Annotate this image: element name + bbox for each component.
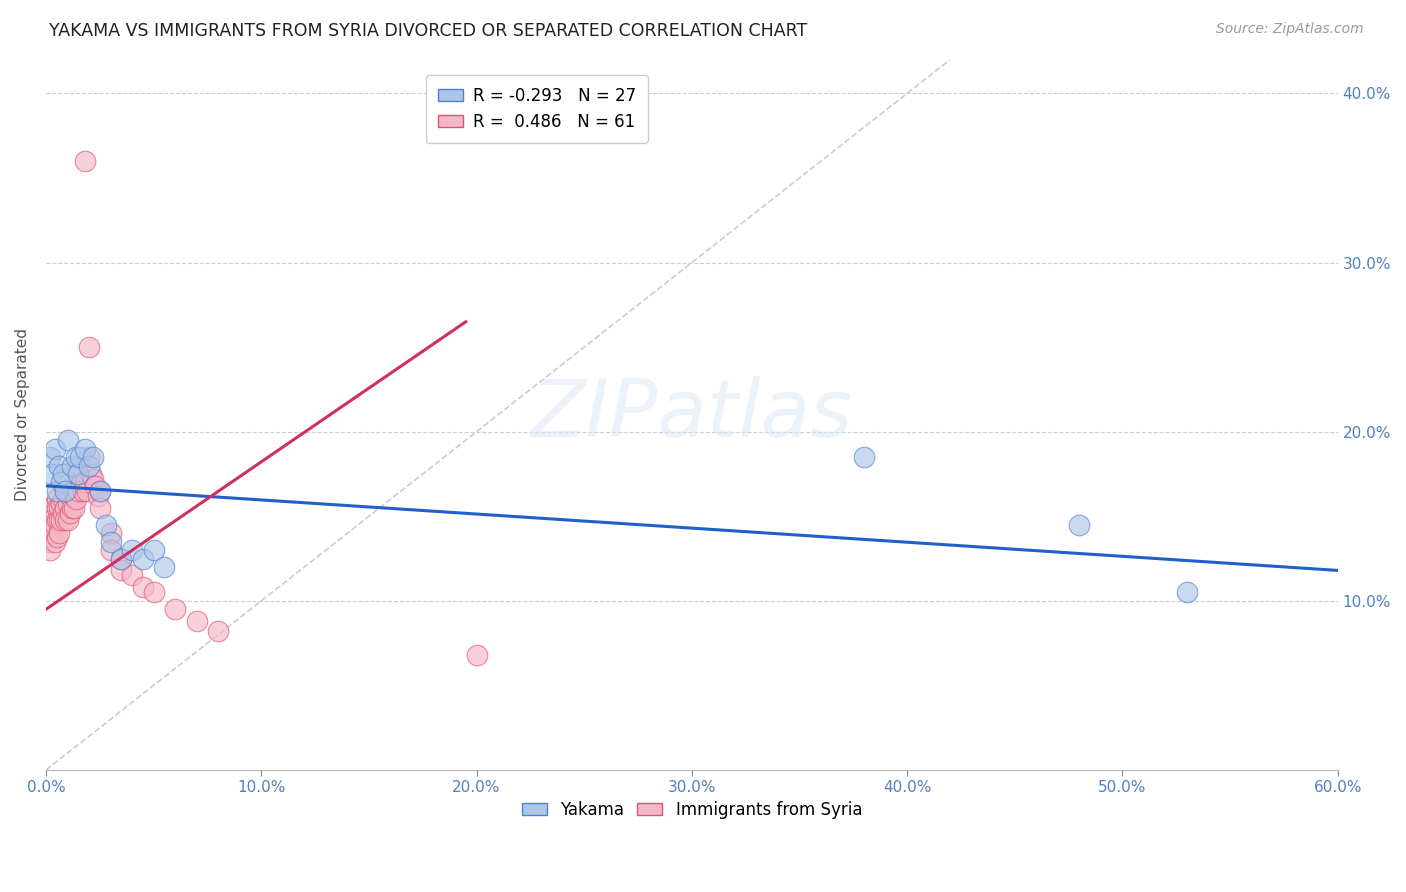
Point [67,467,90,481]
Point [86,489,108,503]
Point [80,467,103,481]
Point [44,534,66,549]
Point [121,568,143,582]
Point [65,450,87,464]
Point [186,614,208,628]
Point [49,513,72,527]
Point [53,500,76,515]
Point [44,517,66,532]
Point [56,513,79,527]
Point [77,458,100,473]
Point [465,648,488,662]
Point [207,624,229,639]
Point [67,483,90,498]
Point [45,483,67,498]
Point [853,450,876,464]
Point [110,563,132,577]
Point [39,526,62,541]
Text: Source: ZipAtlas.com: Source: ZipAtlas.com [1216,22,1364,37]
Point [65,492,87,507]
Point [52,506,75,520]
Point [89,483,111,498]
Point [67,467,90,481]
Point [59,489,82,503]
Point [76,483,98,498]
Point [63,489,86,503]
Point [100,543,122,558]
Point [82,450,104,464]
Point [77,340,100,354]
Point [60,500,83,515]
Point [142,585,165,599]
Point [89,483,111,498]
Point [142,543,165,558]
Point [110,551,132,566]
Point [49,496,72,510]
Point [41,467,63,481]
Point [52,492,75,507]
Point [52,467,75,481]
Point [53,513,76,527]
Point [56,483,79,498]
Point [37,500,59,515]
Point [41,526,63,541]
Point [1069,517,1091,532]
Point [49,475,72,490]
Point [69,450,91,464]
Point [37,523,59,537]
Legend: Yakama, Immigrants from Syria: Yakama, Immigrants from Syria [515,794,869,826]
Point [56,433,79,447]
Point [44,442,66,456]
Point [59,506,82,520]
Point [82,472,104,486]
Text: ZIPatlas: ZIPatlas [530,376,853,454]
Point [153,560,176,574]
Y-axis label: Divorced or Separated: Divorced or Separated [15,328,30,501]
Point [121,543,143,558]
Point [63,500,86,515]
Point [56,496,79,510]
Point [72,483,94,498]
Point [1175,585,1198,599]
Point [48,500,70,515]
Point [48,526,70,541]
Point [39,509,62,524]
Point [84,479,107,493]
Point [37,534,59,549]
Point [45,492,67,507]
Point [48,458,70,473]
Point [69,475,91,490]
Point [73,154,96,169]
Point [39,517,62,532]
Point [45,530,67,544]
Point [41,513,63,527]
Point [89,500,111,515]
Point [39,450,62,464]
Point [165,602,187,616]
Point [60,479,83,493]
Point [132,551,155,566]
Point [53,483,76,498]
Point [132,580,155,594]
Point [96,517,118,532]
Point [37,530,59,544]
Point [60,458,83,473]
Point [73,475,96,490]
Text: YAKAMA VS IMMIGRANTS FROM SYRIA DIVORCED OR SEPARATED CORRELATION CHART: YAKAMA VS IMMIGRANTS FROM SYRIA DIVORCED… [49,22,807,40]
Point [41,500,63,515]
Point [37,513,59,527]
Point [39,543,62,558]
Point [110,551,132,566]
Point [100,526,122,541]
Point [45,500,67,515]
Point [77,450,100,464]
Point [73,442,96,456]
Point [48,513,70,527]
Point [100,534,122,549]
Point [45,513,67,527]
